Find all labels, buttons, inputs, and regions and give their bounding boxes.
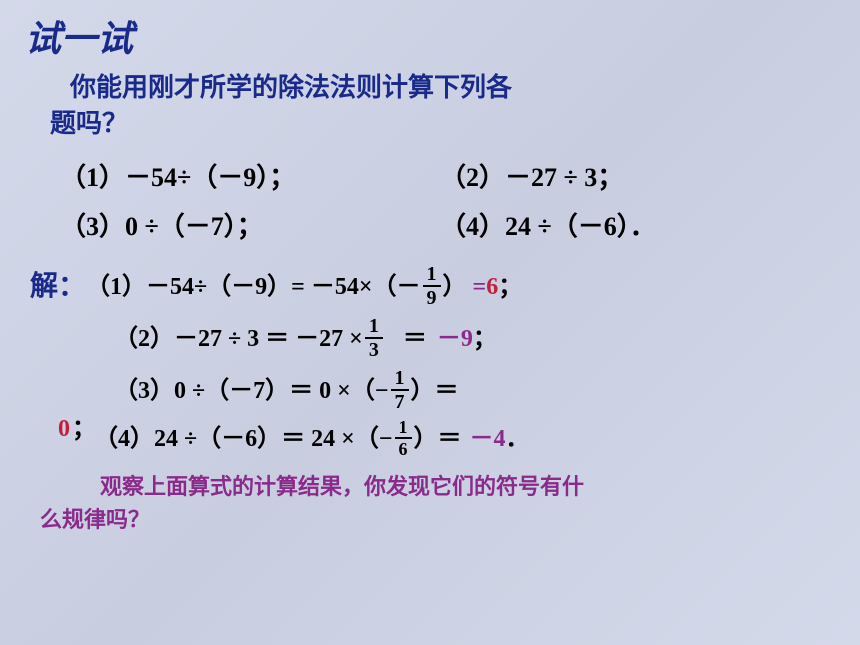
sol1-expr-b: ） [443,270,467,305]
frac-num: 1 [365,316,383,337]
solution-3: （3）0 ÷（－7）＝ 0 ×（− 1 7 ）＝ [114,368,840,416]
frac-num: 1 [391,368,409,389]
frac-num: 1 [423,264,441,285]
problem-row-2: （3）0 ÷（－7）； （4）24 ÷（－6）． [60,202,840,251]
problem-1: （1）－54÷（－9）； [60,153,440,202]
slide-content: 试一试 你能用刚才所学的除法法则计算下列各 题吗？ （1）－54÷（－9）； （… [0,0,860,546]
sol3-result-zero: 0 [58,412,70,447]
sol4-result: －4 [470,422,506,457]
sol3-expr-a: （3）0 ÷（－7）＝ 0 ×（− [114,374,389,409]
sol3-semi: ； [72,412,96,447]
intro-line2: 题吗？ [50,106,840,142]
sol2-result: －9 [437,322,473,357]
sol1-expr-a: （1）－54÷（－9）= －54×（－ [86,270,421,305]
sol1-end: ； [498,270,522,305]
solution-label: 解： [30,267,86,308]
solution-1: 解： （1）－54÷（－9）= －54×（－ 1 9 ） = 6 ； [30,264,840,312]
problems-block: （1）－54÷（－9）； （2）－27 ÷ 3； （3）0 ÷（－7）； （4）… [60,153,840,252]
intro-line1: 你能用刚才所学的除法法则计算下列各 [70,70,840,106]
fraction-1-9: 1 9 [423,264,441,308]
solution-2: （2）－27 ÷ 3 ＝ －27 × 1 3 ＝ －9 ； [114,316,840,364]
frac-den: 7 [391,389,409,412]
frac-den: 6 [395,437,412,458]
sol1-result: 6 [486,270,498,305]
intro-text: 你能用刚才所学的除法法则计算下列各 题吗？ [70,70,840,143]
frac-den: 3 [365,337,383,360]
fraction-1-6: 1 6 [395,418,412,458]
sol4-expr-a: （4）24 ÷（－6）＝ 24 ×（− [94,422,393,457]
observe-block: 观察上面算式的计算结果，你发现它们的符号有什 么规律吗？ [20,470,840,536]
observe-line1: 观察上面算式的计算结果，你发现它们的符号有什 [100,470,840,503]
title: 试一试 [25,10,840,62]
problem-2: （2）－27 ÷ 3； [440,153,623,202]
sol3-expr-b: ）＝ [411,374,459,409]
solution-4: 0 ； （4）24 ÷（－6）＝ 24 ×（− 1 6 ）＝ －4 ． [30,416,840,464]
observe-line2: 么规律吗？ [40,503,840,536]
frac-den: 9 [423,285,441,308]
fraction-1-7: 1 7 [391,368,409,412]
sol1-eq: = [473,270,487,305]
sol2-eq: ＝ [403,322,427,357]
problem-row-1: （1）－54÷（－9）； （2）－27 ÷ 3； [60,153,840,202]
solutions-block: 解： （1）－54÷（－9）= －54×（－ 1 9 ） = 6 ； （2）－2… [30,264,840,464]
sol4-expr-b: ）＝ [414,422,462,457]
sol4-end: ． [506,422,530,457]
problem-4: （4）24 ÷（－6）． [440,202,656,251]
sol2-end: ； [473,322,497,357]
problem-3: （3）0 ÷（－7）； [60,202,440,251]
sol2-expr-a: （2）－27 ÷ 3 ＝ －27 × [114,322,363,357]
fraction-1-3: 1 3 [365,316,383,360]
frac-num: 1 [395,418,412,437]
